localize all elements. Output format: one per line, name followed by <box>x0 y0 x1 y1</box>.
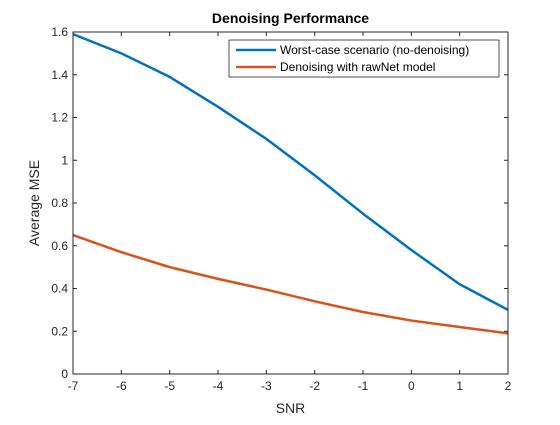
y-tick-label: 1.2 <box>51 111 68 125</box>
y-tick-label: 0.2 <box>51 324 68 338</box>
plot-area <box>73 32 508 374</box>
x-tick-label: 1 <box>456 379 463 393</box>
x-tick-label: -7 <box>68 379 79 393</box>
y-tick-label: 1 <box>61 153 68 167</box>
x-tick-label: 2 <box>505 379 512 393</box>
y-axis-label: Average MSE <box>26 160 42 246</box>
x-tick-label: -1 <box>358 379 369 393</box>
series-line-rawnet <box>72 233 509 335</box>
y-tick-label: 0.6 <box>51 239 68 253</box>
series-layer <box>72 32 509 335</box>
y-tick-label: 1.4 <box>51 68 68 82</box>
x-tick-label: -5 <box>164 379 175 393</box>
x-axis-label: SNR <box>276 400 306 416</box>
x-tick-label: -4 <box>213 379 224 393</box>
y-tick-label: 1.6 <box>51 25 68 39</box>
y-tick-label: 0.8 <box>51 196 68 210</box>
chart-title: Denoising Performance <box>212 10 369 26</box>
y-tick-label: 0 <box>61 367 68 381</box>
x-tick-label: -2 <box>309 379 320 393</box>
x-tick-label: -3 <box>261 379 272 393</box>
y-tick-label: 0.4 <box>51 282 68 296</box>
legend-label-worst-case: Worst-case scenario (no-denoising) <box>280 43 469 57</box>
legend-label-rawnet: Denoising with rawNet model <box>280 60 435 74</box>
x-tick-label: -6 <box>116 379 127 393</box>
x-tick-label: 0 <box>408 379 415 393</box>
series-line-worst-case <box>72 32 509 311</box>
legend-box <box>228 39 500 78</box>
ticks-layer: -7 -6 -5 -4 -3 -2 -1 0 1 2 0 0.2 0.4 0.6 0.8 1 1.2 1.4 1.6 <box>51 25 511 393</box>
legend: Worst-case scenario (no-denoising) Denoi… <box>228 39 500 78</box>
